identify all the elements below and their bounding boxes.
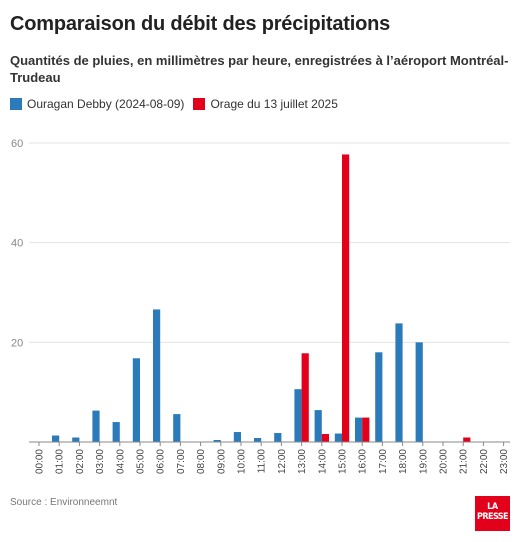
- x-tick-label: 07:00: [176, 449, 187, 474]
- x-tick-label: 14:00: [317, 449, 328, 474]
- x-tick-label: 00:00: [35, 449, 46, 474]
- bar-debby-0600: [153, 309, 161, 442]
- x-tick-label: 16:00: [358, 449, 369, 474]
- legend-item-orage: Orage du 13 juillet 2025: [193, 97, 338, 111]
- logo-text-line1: LA: [487, 502, 498, 512]
- x-tick-label: 09:00: [216, 449, 227, 474]
- bar-debby-1300: [294, 389, 302, 442]
- bar-debby-1800: [395, 323, 403, 442]
- y-tick-label: 40: [11, 238, 23, 250]
- x-tick-label: 05:00: [136, 449, 147, 474]
- bar-debby-0500: [132, 358, 140, 442]
- source-note: Source : Environneemnt: [10, 497, 118, 508]
- x-axis-ticks: 00:00 01:00 02:00 03:00 04:00 05:00 06:00 07:00…: [35, 442, 510, 474]
- x-tick-label: 10:00: [237, 449, 248, 474]
- chart-gridlines: [29, 142, 510, 343]
- legend-swatch-debby: [10, 98, 22, 110]
- bar-debby-1000: [233, 432, 241, 442]
- bar-debby-0400: [112, 422, 120, 442]
- bar-debby-1600: [355, 417, 363, 442]
- legend-label-debby: Ouragan Debby (2024-08-09): [27, 97, 185, 111]
- bar-debby-1400: [314, 410, 322, 442]
- x-tick-label: 18:00: [398, 449, 409, 474]
- y-tick-label: 60: [11, 138, 23, 150]
- y-tick-label: 20: [11, 337, 23, 349]
- x-tick-label: 06:00: [156, 449, 167, 474]
- bar-orage-1500: [342, 154, 350, 442]
- bar-debby-1200: [274, 433, 282, 442]
- la-presse-logo: LA PRESSE: [475, 496, 510, 531]
- x-tick-label: 12:00: [277, 449, 288, 474]
- bar-debby-1100: [254, 438, 262, 442]
- x-tick-label: 15:00: [338, 449, 349, 474]
- x-tick-label: 17:00: [378, 449, 389, 474]
- bar-debby-0100: [52, 435, 60, 442]
- y-axis-ticks: 20 40 60: [11, 138, 23, 349]
- x-tick-label: 19:00: [418, 449, 429, 474]
- legend-label-orage: Orage du 13 juillet 2025: [210, 97, 338, 111]
- x-tick-label: 21:00: [459, 449, 470, 474]
- bar-debby-1700: [375, 352, 383, 442]
- x-tick-label: 13:00: [297, 449, 308, 474]
- x-tick-label: 01:00: [55, 449, 66, 474]
- chart-title: Comparaison du débit des précipitations: [10, 13, 391, 35]
- bar-chart: 20 40 60 00:00 01:00 02:00 03:00 04:00 05:00 06:…: [11, 138, 510, 474]
- x-tick-label: 02:00: [75, 449, 86, 474]
- bar-debby-1500: [334, 433, 342, 442]
- bar-orage-1400: [321, 434, 329, 442]
- x-tick-label: 04:00: [115, 449, 126, 474]
- bar-debby-1900: [415, 342, 423, 442]
- chart-legend: Ouragan Debby (2024-08-09) Orage du 13 j…: [10, 96, 347, 112]
- chart-subtitle: Quantités de pluies, en millimètres par …: [10, 53, 509, 85]
- legend-swatch-orage: [193, 98, 206, 110]
- bar-orage-2100: [463, 437, 471, 442]
- x-tick-label: 11:00: [257, 449, 268, 474]
- x-tick-label: 20:00: [439, 449, 450, 474]
- chart-bars: [52, 154, 471, 442]
- bar-debby-0700: [173, 414, 181, 442]
- legend-item-debby: Ouragan Debby (2024-08-09): [10, 97, 184, 111]
- x-tick-label: 08:00: [196, 449, 207, 474]
- bar-orage-1300: [301, 353, 309, 442]
- logo-text-line2: PRESSE: [477, 512, 509, 522]
- x-tick-label: 23:00: [499, 449, 510, 474]
- bar-debby-0200: [72, 437, 80, 442]
- x-tick-label: 22:00: [479, 449, 490, 474]
- x-tick-label: 03:00: [95, 449, 106, 474]
- bar-debby-0300: [92, 410, 100, 442]
- bar-debby-0900: [213, 440, 221, 442]
- bar-orage-1600: [362, 417, 370, 442]
